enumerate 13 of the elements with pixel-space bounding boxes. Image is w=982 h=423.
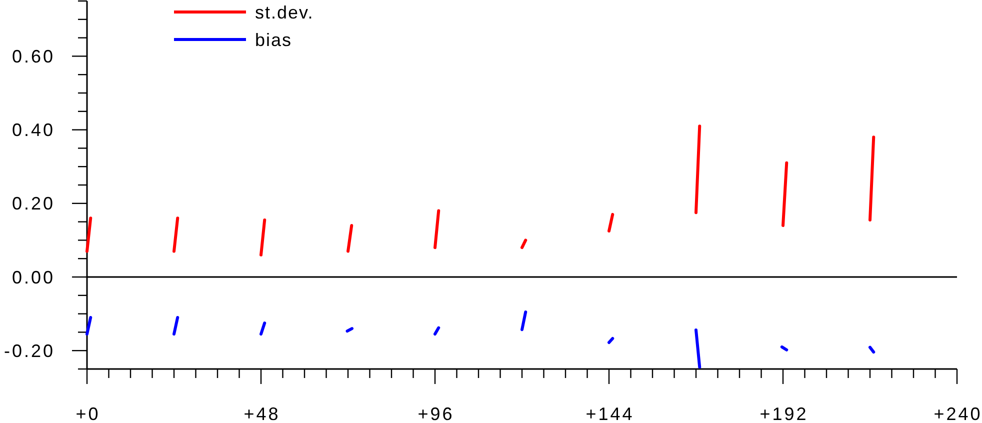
x-tick-label: +240 — [934, 404, 982, 423]
legend-label: st.dev. — [255, 2, 314, 22]
x-tick-label: +96 — [418, 404, 454, 423]
x-tick-label: +192 — [760, 404, 808, 423]
y-tick-label: 0.00 — [12, 267, 55, 288]
legend-label: bias — [255, 30, 292, 50]
y-tick-label: 0.60 — [12, 46, 55, 66]
y-tick-label: 0.20 — [12, 194, 55, 214]
x-tick-label: +48 — [244, 404, 280, 423]
x-tick-label: +0 — [76, 404, 100, 423]
y-tick-label: 0.40 — [12, 120, 55, 140]
y-tick-label: -0.20 — [4, 340, 55, 361]
x-tick-label: +144 — [586, 404, 634, 423]
